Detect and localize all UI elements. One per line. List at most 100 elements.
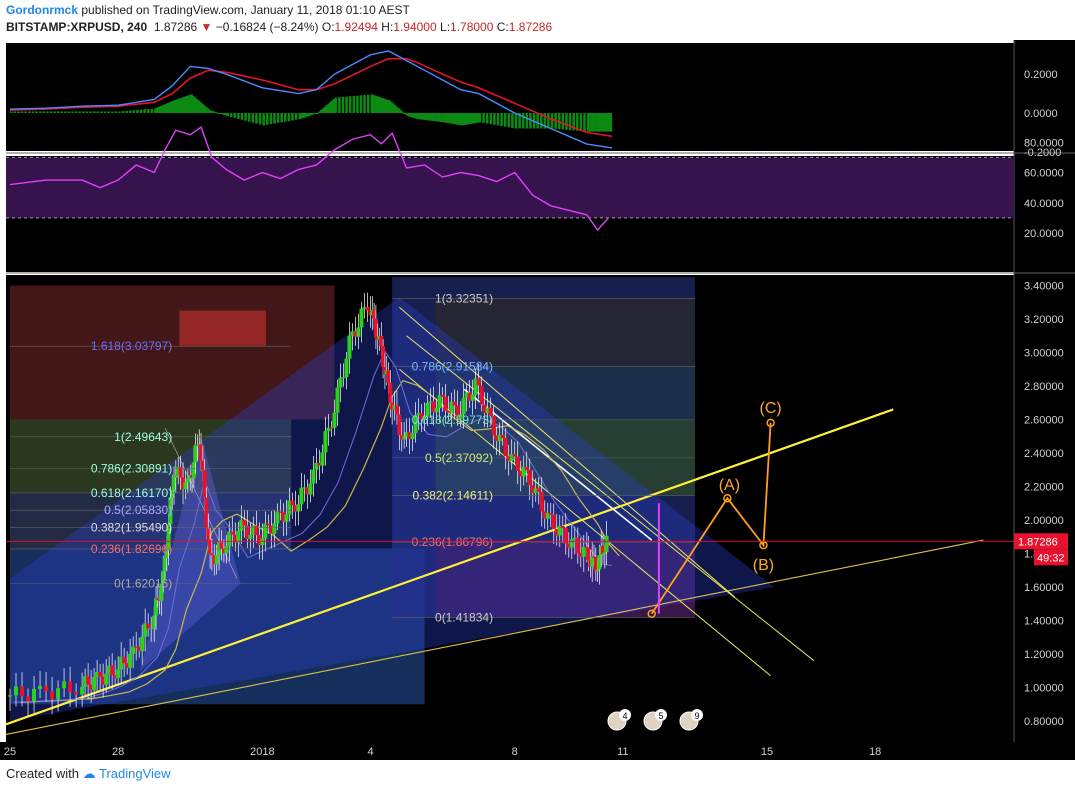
candle-body (14, 686, 19, 696)
fib-level-label: 0.382(2.14611) (413, 489, 494, 503)
macd-histogram-bar (453, 113, 457, 125)
candle-body (251, 525, 256, 535)
candle-body (323, 431, 328, 453)
price-tick-label: 2.00000 (1024, 515, 1064, 527)
macd-histogram-bar (404, 113, 408, 115)
macd-histogram-bar (139, 109, 143, 113)
fib-level-label: 0.5(2.05830) (104, 503, 172, 517)
descending-line (463, 388, 653, 541)
macd-histogram-bar (211, 111, 215, 113)
macd-histogram-bar (276, 113, 280, 123)
macd-histogram-bar (393, 105, 397, 113)
candle-body (601, 545, 606, 554)
candle-body (134, 646, 139, 648)
time-axis (0, 742, 1075, 760)
macd-histogram-bar (332, 99, 336, 113)
macd-histogram-bar (42, 111, 46, 113)
macd-histogram-bar (565, 113, 568, 130)
macd-histogram-bar (202, 105, 206, 113)
rsi-tick-label: 20.0000 (1024, 228, 1064, 240)
macd-histogram-bar (525, 113, 529, 129)
candle-body (137, 646, 142, 652)
macd-histogram-bar (345, 96, 348, 113)
candle-body (116, 669, 121, 679)
candle-body (338, 377, 343, 388)
macd-histogram-bar (165, 103, 168, 113)
macd-histogram-bar (466, 113, 469, 125)
macd-histogram-bar (20, 111, 24, 113)
macd-histogram-bar (136, 109, 139, 113)
candle-body (308, 483, 313, 495)
price-tick-label: 2.80000 (1024, 381, 1064, 393)
candle-body (149, 628, 154, 630)
macd-histogram-bar (302, 113, 305, 118)
macd-histogram-bar (348, 96, 352, 113)
candle-body (263, 523, 268, 539)
candle-body (536, 488, 541, 493)
candle-body (551, 514, 556, 529)
fib-level-label: 0.786(2.30891) (91, 461, 172, 475)
wave-label-c: (C) (760, 400, 782, 417)
macd-histogram-bar (71, 111, 74, 113)
macd-histogram-bar (511, 113, 514, 128)
candle-body (326, 427, 331, 432)
candle-body (164, 550, 169, 559)
macd-histogram-bar (547, 113, 550, 129)
candle-body (230, 531, 235, 535)
author-name[interactable]: Gordonrmck (6, 3, 79, 17)
macd-histogram-bar (224, 113, 228, 116)
macd-histogram-bar (121, 111, 125, 113)
candle-body (372, 309, 377, 319)
fib-zone (435, 541, 695, 618)
fib-level-label: 0.236(1.86796) (412, 535, 493, 549)
fib-level-label: 0.618(2.59773) (412, 413, 493, 427)
macd-histogram-bar (496, 113, 500, 126)
wave-label-a: (A) (719, 477, 740, 494)
candle-body (381, 346, 386, 368)
time-tick-label: 8 (512, 746, 518, 758)
created-with-text: Created with (6, 766, 79, 781)
macd-histogram-bar (159, 106, 163, 113)
macd-histogram-bar (258, 113, 262, 125)
macd-histogram-bar (247, 113, 251, 122)
candle-body (359, 308, 364, 328)
rsi-line (9, 126, 609, 232)
candle-body (317, 462, 322, 466)
price-tick-label: 1.60000 (1024, 582, 1064, 594)
candle-body (341, 377, 346, 379)
fib-level-label: 1(2.49643) (114, 430, 172, 444)
candle-body (464, 392, 469, 398)
macd-histogram-bar (325, 105, 329, 113)
candle-body (239, 520, 244, 532)
time-tick-label: 18 (869, 746, 881, 758)
event-badge (619, 709, 631, 721)
macd-histogram-bar (13, 111, 17, 113)
candle-body (422, 416, 427, 420)
candle-body (497, 434, 502, 442)
candle-body (8, 695, 12, 697)
candle-body (62, 681, 67, 689)
candle-body (74, 692, 79, 695)
candle-body (128, 653, 133, 668)
macd-histogram-bar (448, 113, 451, 124)
macd-histogram-bar (359, 95, 363, 113)
candle-body (509, 454, 514, 461)
candle-body (183, 482, 188, 490)
candle-body (287, 500, 292, 515)
macd-histogram-bar (240, 113, 244, 120)
candle-body (219, 542, 224, 549)
rsi-band (6, 157, 1014, 218)
candle-body (178, 467, 183, 478)
candle-body (299, 487, 304, 505)
candle-body (305, 487, 310, 495)
candle-body (394, 405, 399, 415)
macd-histogram-bar (435, 113, 438, 122)
candle-body (521, 466, 526, 477)
price-tick-label: 2.20000 (1024, 482, 1064, 494)
tradingview-link[interactable]: TradingView (99, 766, 171, 781)
macd-histogram-bar (192, 95, 195, 113)
macd-histogram-bar (157, 106, 161, 113)
macd-histogram-bar (150, 108, 154, 113)
candle-body (50, 691, 55, 700)
